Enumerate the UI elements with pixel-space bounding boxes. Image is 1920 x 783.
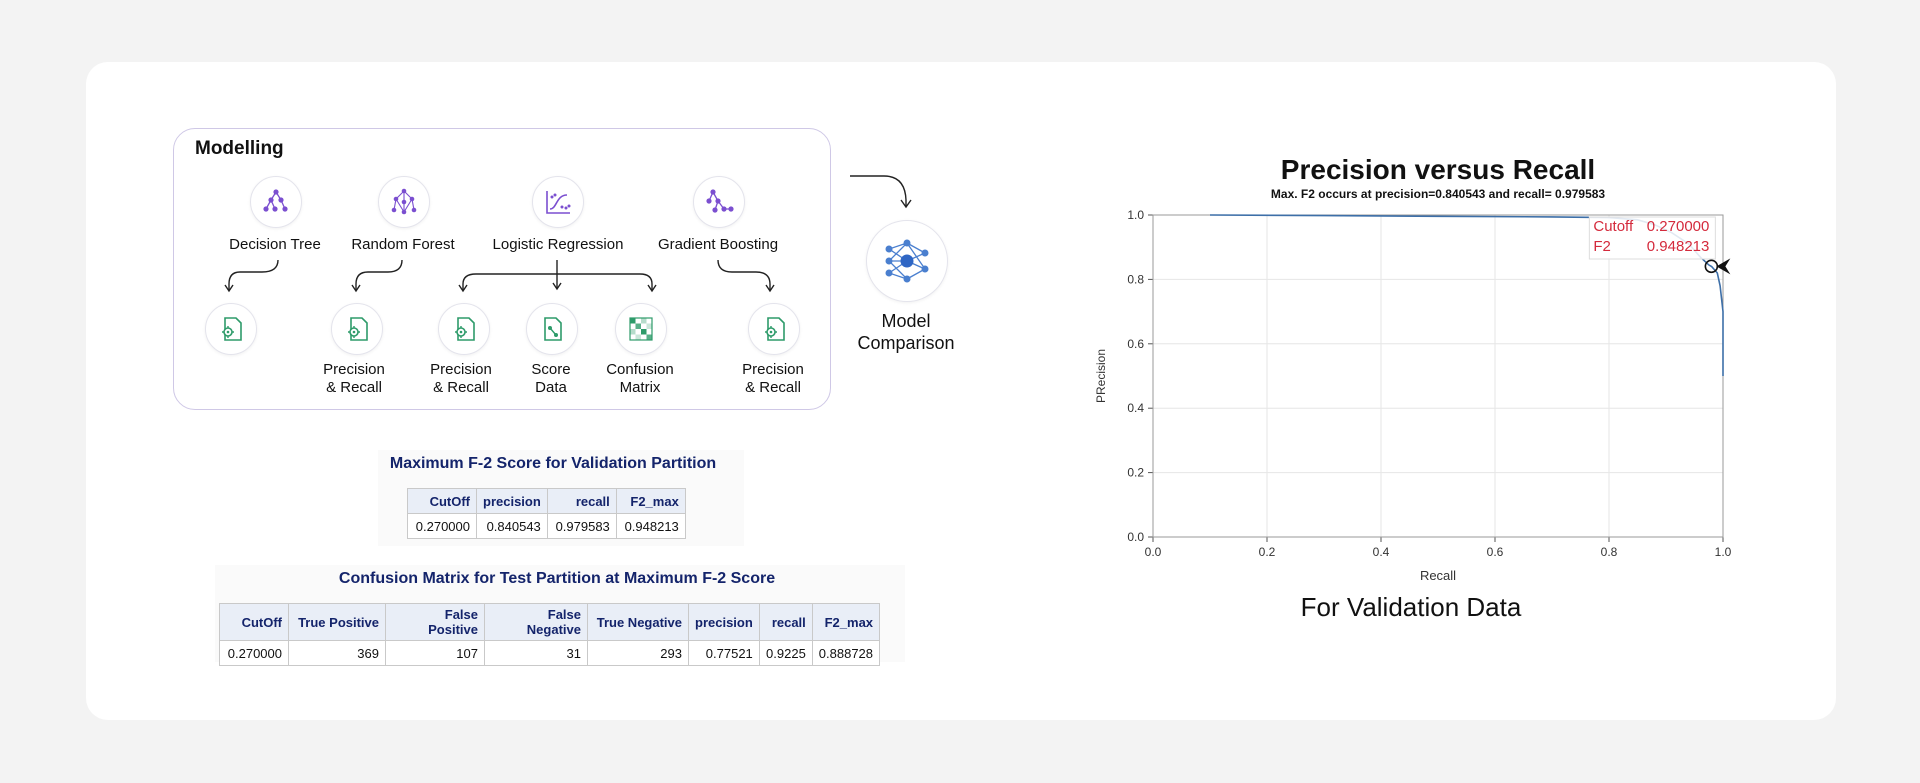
output-label-rf: Precision & Recall (323, 361, 385, 396)
output-label-score-data: Score Data (531, 361, 571, 396)
logistic-regression-icon (532, 176, 584, 228)
model-label-logistic-regression: Logistic Regression (492, 236, 624, 253)
cm-cell-tp: 369 (288, 640, 386, 666)
precision-recall-icon (205, 303, 257, 355)
chart-title: Precision versus Recall (1280, 154, 1596, 185)
score-data-icon (526, 303, 578, 355)
confusion-matrix-icon (615, 303, 667, 355)
cm-cell-fn: 31 (484, 640, 588, 666)
f2-header-recall: recall (546, 488, 617, 514)
precision-recall-chart: 0.0 0.2 0.4 0.6 0.8 1.0 0.0 0.2 0.4 0.6 0.8 1.0 Reca… (1094, 208, 1732, 583)
chart-caption: For Validation Data (1300, 592, 1522, 622)
gradient-boosting-icon (693, 176, 745, 228)
y-tick-label: 1.0 (1127, 208, 1144, 222)
output-label-gb: Precision & Recall (742, 361, 804, 396)
f2-cell-recall: 0.979583 (546, 513, 617, 539)
cm-cell-tn: 293 (587, 640, 689, 666)
annotation-f2-label: F2 (1593, 238, 1611, 255)
output-label-lr-pr: Precision & Recall (430, 361, 492, 396)
confusion-table: CutOff True Positive False Positive Fals… (219, 603, 881, 666)
model-label-gradient-boosting: Gradient Boosting (657, 236, 779, 253)
precision-recall-icon (438, 303, 490, 355)
annotation-f2-value: 0.948213 (1647, 238, 1710, 255)
f2-cell-cutoff: 0.270000 (407, 513, 477, 539)
y-tick-label: 0.2 (1127, 466, 1144, 480)
random-forest-icon (378, 176, 430, 228)
cm-cell-recall: 0.9225 (758, 640, 813, 666)
cm-header-fn: False Negative (484, 603, 588, 641)
decision-tree-icon (250, 176, 302, 228)
modelling-title: Modelling (195, 138, 284, 159)
f2-table: CutOff precision recall F2_max 0.270000 … (407, 488, 686, 539)
y-tick-label: 0.6 (1127, 337, 1144, 351)
y-tick-label: 0.8 (1127, 272, 1144, 286)
x-tick-label: 0.2 (1259, 545, 1276, 559)
cm-header-cutoff: CutOff (219, 603, 289, 641)
x-tick-label: 0.0 (1145, 545, 1162, 559)
max-f2-pointer (1716, 258, 1731, 275)
cm-cell-cutoff: 0.270000 (219, 640, 289, 666)
f2-cell-f2max: 0.948213 (615, 513, 686, 539)
cm-header-recall: recall (758, 603, 813, 641)
cm-cell-fp: 107 (385, 640, 485, 666)
y-tick-label: 0.0 (1127, 530, 1144, 544)
annotation-box (1588, 216, 1716, 260)
y-tick-label: 0.4 (1127, 401, 1144, 415)
x-tick-label: 1.0 (1715, 545, 1732, 559)
plot-area (1152, 214, 1724, 538)
model-comparison-label: Model Comparison (857, 311, 955, 353)
cm-header-tn: True Negative (587, 603, 689, 641)
x-tick-label: 0.8 (1601, 545, 1618, 559)
f2-header-cutoff: CutOff (407, 488, 477, 514)
cm-header-tp: True Positive (288, 603, 386, 641)
cm-header-precision: precision (688, 603, 760, 641)
cm-cell-f2max: 0.888728 (811, 640, 881, 666)
cm-header-fp: False Positive (385, 603, 485, 641)
f2-table-title: Maximum F-2 Score for Validation Partiti… (389, 455, 717, 472)
neural-network-icon (866, 220, 948, 302)
f2-cell-precision: 0.840543 (476, 513, 548, 539)
model-label-random-forest: Random Forest (351, 236, 455, 253)
annotation-cutoff-label: Cutoff (1593, 218, 1634, 235)
output-label-confusion-matrix: Confusion Matrix (606, 361, 674, 396)
y-axis-label: PRecision (1094, 349, 1108, 403)
f2-header-precision: precision (476, 488, 548, 514)
cm-header-f2max: F2_max (811, 603, 881, 641)
annotation-cutoff-value: 0.270000 (1647, 218, 1710, 235)
chart-subtitle: Max. F2 occurs at precision=0.840543 and… (1270, 187, 1606, 201)
model-label-decision-tree: Decision Tree (229, 236, 321, 253)
table-row: 0.270000 369 107 31 293 0.77521 0.9225 0… (219, 640, 881, 666)
x-tick-label: 0.4 (1373, 545, 1390, 559)
confusion-table-title: Confusion Matrix for Test Partition at M… (338, 570, 776, 587)
precision-recall-icon (748, 303, 800, 355)
x-axis-label: Recall (1420, 568, 1456, 583)
table-row: 0.270000 0.840543 0.979583 0.948213 (407, 513, 686, 539)
cm-cell-precision: 0.77521 (688, 640, 760, 666)
f2-header-f2max: F2_max (615, 488, 686, 514)
precision-recall-icon (331, 303, 383, 355)
x-tick-label: 0.6 (1487, 545, 1504, 559)
